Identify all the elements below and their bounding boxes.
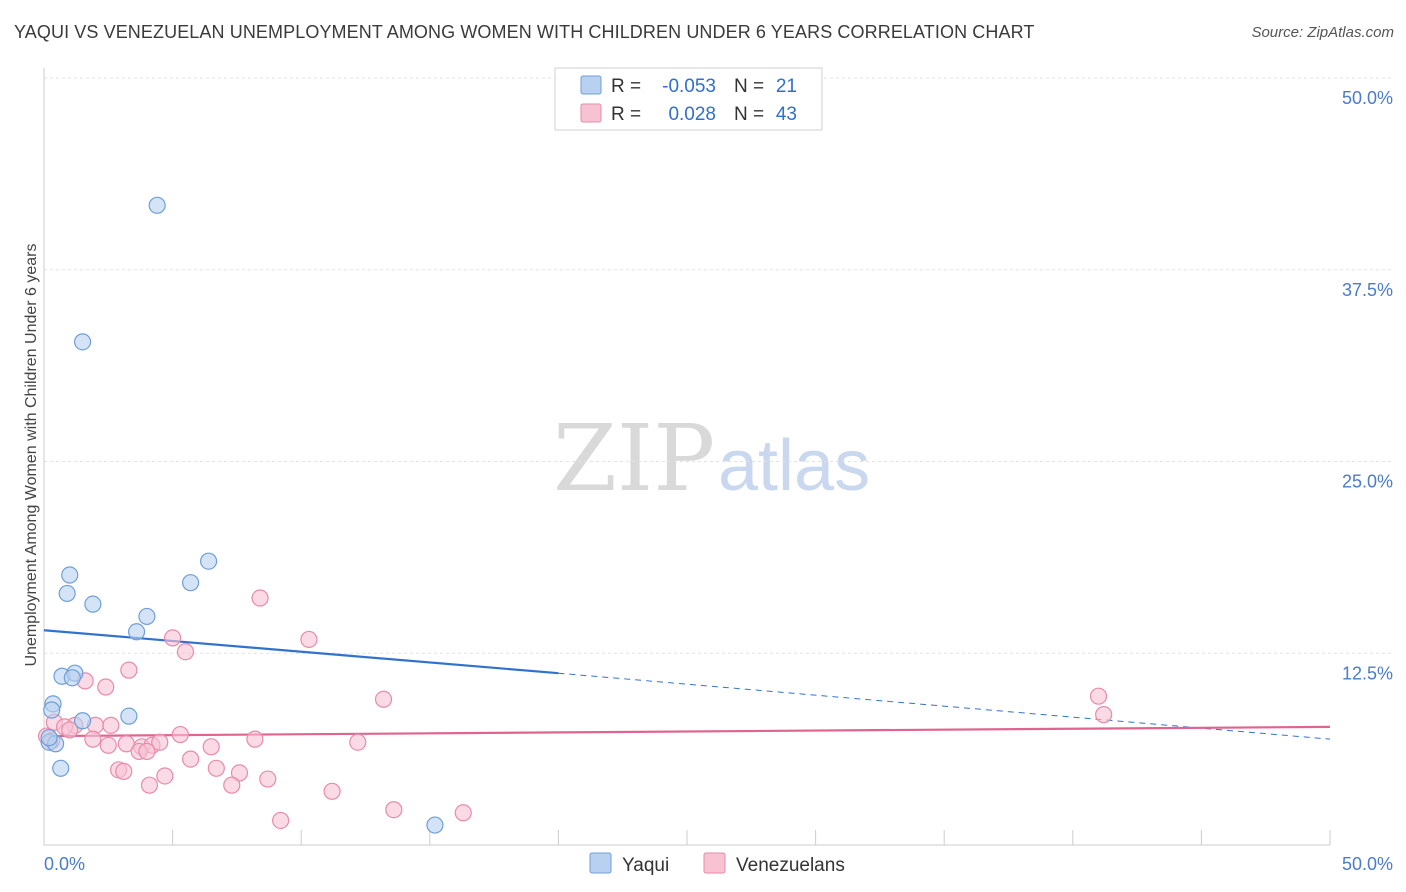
legend-venez-n-label: N = [734,104,764,125]
point-venez-7 [376,691,392,707]
point-venez-18 [85,731,101,747]
point-venez-39 [324,783,340,799]
data-points [39,197,1112,833]
y-tick-label-0: 50.0% [1342,88,1393,108]
series-legend-venez-swatch [704,853,725,873]
legend-yaqui-n-label: N = [734,76,764,97]
point-venez-20 [247,731,263,747]
point-venez-41 [455,805,471,821]
point-venez-19 [172,727,188,743]
y-tick-label-3: 12.5% [1342,663,1393,683]
point-venez-6 [98,679,114,695]
trend-venez-solid [44,727,1330,736]
legend-venez-r-value: 0.028 [668,104,716,125]
legend-venez-n-value: 43 [776,104,797,125]
correlation-legend: R = -0.053 N = 21 R = 0.028 N = 43 [555,68,822,130]
point-venez-35 [157,768,173,784]
point-venez-40 [386,802,402,818]
y-tick-label-1: 37.5% [1342,280,1393,300]
point-venez-9 [1096,707,1112,723]
x-tick-label-1: 50.0% [1342,854,1393,874]
watermark-zip: ZIP [553,405,715,512]
point-yaqui-7 [139,608,155,624]
point-venez-33 [116,763,132,779]
y-axis-label: Unemployment Among Women with Children U… [23,243,40,666]
point-yaqui-15 [75,713,91,729]
point-yaqui-13 [44,702,60,718]
point-venez-27 [203,739,219,755]
point-yaqui-11 [64,670,80,686]
legend-yaqui-n-value: 21 [776,76,797,97]
y-tick-labels: 50.0% 37.5% 25.0% 12.5% [1342,88,1393,683]
point-yaqui-4 [62,567,78,583]
point-yaqui-3 [183,575,199,591]
point-venez-3 [177,644,193,660]
watermark-atlas: atlas [718,426,870,506]
point-venez-1 [165,630,181,646]
gridlines [44,78,1392,653]
scatter-chart: ZIP atlas 50.0% 37.5% 25.0% 12.5% 0.0% 50.0%… [0,0,1406,892]
point-yaqui-5 [59,585,75,601]
point-venez-0 [252,590,268,606]
point-venez-8 [1091,688,1107,704]
legend-venez-r-label: R = [611,104,641,125]
point-venez-30 [183,751,199,767]
point-venez-21 [350,734,366,750]
y-tick-label-2: 25.0% [1342,472,1393,492]
point-yaqui-8 [129,624,145,640]
legend-yaqui-r-value: -0.053 [662,76,716,97]
legend-yaqui-swatch [581,76,601,94]
point-venez-38 [224,777,240,793]
point-venez-22 [100,737,116,753]
point-venez-42 [273,812,289,828]
point-yaqui-0 [149,197,165,213]
point-venez-29 [139,743,155,759]
point-yaqui-1 [75,334,91,350]
point-yaqui-2 [201,553,217,569]
point-yaqui-19 [53,760,69,776]
point-yaqui-14 [121,708,137,724]
x-tick-label-0: 0.0% [44,854,85,874]
point-venez-36 [260,771,276,787]
series-legend-venez-label: Venezuelans [736,855,845,876]
point-yaqui-20 [427,817,443,833]
point-yaqui-18 [41,730,57,746]
watermark: ZIP atlas [553,405,870,512]
trend-lines [44,630,1330,739]
series-legend-yaqui-swatch [590,853,611,873]
series-legend-yaqui-label: Yaqui [622,855,669,876]
point-venez-4 [121,662,137,678]
point-yaqui-6 [85,596,101,612]
legend-venez-swatch [581,104,601,122]
point-venez-15 [103,717,119,733]
point-venez-2 [301,631,317,647]
point-venez-37 [141,777,157,793]
legend-yaqui-r-label: R = [611,76,641,97]
point-venez-31 [208,760,224,776]
series-legend: Yaqui Venezuelans [590,853,845,876]
